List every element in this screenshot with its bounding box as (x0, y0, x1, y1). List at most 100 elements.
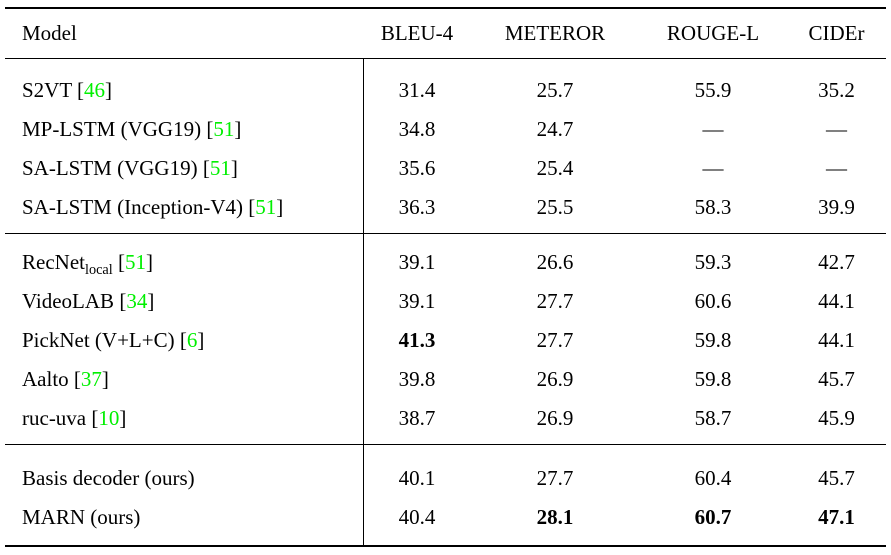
model-name: VideoLAB (22, 289, 115, 313)
table-row: MP-LSTM (VGG19) [51] 34.8 24.7 — — (5, 110, 886, 149)
citation-bracket-open: [ (119, 289, 127, 313)
citation-bracket-open: [ (91, 406, 99, 430)
metric-value: 39.9 (818, 195, 855, 219)
table-section-baselines: S2VT [46] 31.4 25.7 55.9 35.2 MP-LSTM (VGG19)… (5, 59, 886, 234)
citation-link[interactable]: 51 (255, 195, 277, 219)
citation-link[interactable]: 51 (213, 117, 235, 141)
table-row: SA-LSTM (VGG19) [51] 35.6 25.4 — — (5, 149, 886, 188)
citation-bracket-close: ] (234, 117, 242, 141)
table-row: Basis decoder (ours) 40.1 27.7 60.4 45.7 (5, 459, 886, 498)
table-row: MARN (ours) 40.4 28.1 60.7 47.1 (5, 498, 886, 537)
metric-value: 40.1 (398, 466, 436, 490)
metric-value: 26.6 (536, 250, 574, 274)
model-cell: PickNet (V+L+C) [6] (5, 328, 363, 353)
model-name-subscript: local (84, 262, 113, 275)
metric-value: 39.1 (398, 250, 436, 274)
model-name: SA-LSTM (Inception-V4) (22, 195, 244, 219)
metric-value: — (702, 156, 724, 180)
model-name: PickNet (V+L+C) (22, 328, 175, 352)
model-name: Aalto (22, 367, 69, 391)
table-row: VideoLAB [34] 39.1 27.7 60.6 44.1 (5, 282, 886, 321)
citation-bracket-close: ] (119, 406, 127, 430)
citation-bracket-open: [ (117, 250, 125, 274)
metric-value: 58.7 (694, 406, 732, 430)
citation-link[interactable]: 6 (186, 328, 198, 352)
metric-value: 34.8 (398, 117, 436, 141)
citation-bracket-open: [ (179, 328, 187, 352)
metric-value: 28.1 (536, 505, 574, 529)
column-divider-rule (363, 59, 364, 545)
citation-link[interactable]: 34 (126, 289, 148, 313)
metric-value: — (826, 156, 847, 180)
metric-value: — (702, 117, 724, 141)
metric-value: 38.7 (398, 406, 436, 430)
metric-value: 39.1 (398, 289, 436, 313)
citation-link[interactable]: 10 (98, 406, 120, 430)
results-table: Model BLEU-4 METEROR ROUGE-L CIDEr S2VT … (5, 7, 886, 547)
model-cell: VideoLAB [34] (5, 289, 363, 314)
model-cell: MARN (ours) (5, 505, 363, 530)
metric-value: 45.9 (818, 406, 855, 430)
table-section-ours: Basis decoder (ours) 40.1 27.7 60.4 45.7 MARN… (5, 445, 886, 545)
citation-bracket-close: ] (276, 195, 284, 219)
table-row: RecNetlocal [51] 39.1 26.6 59.3 42.7 (5, 243, 886, 282)
table-row: S2VT [46] 31.4 25.7 55.9 35.2 (5, 71, 886, 110)
model-cell: MP-LSTM (VGG19) [51] (5, 117, 363, 142)
metric-value: 25.4 (536, 156, 574, 180)
model-cell: SA-LSTM (VGG19) [51] (5, 156, 363, 181)
model-cell: Basis decoder (ours) (5, 466, 363, 491)
citation-bracket-close: ] (101, 367, 109, 391)
table-row: ruc-uva [10] 38.7 26.9 58.7 45.9 (5, 399, 886, 438)
metric-value: 59.8 (694, 328, 732, 352)
citation-bracket-close: ] (145, 250, 153, 274)
citation-bracket-close: ] (105, 78, 113, 102)
metric-value: 27.7 (536, 289, 574, 313)
metric-value: — (826, 117, 847, 141)
metric-value: 60.7 (694, 505, 732, 529)
metric-value: 58.3 (694, 195, 732, 219)
citation-bracket-open: [ (248, 195, 256, 219)
metric-value: 31.4 (398, 78, 436, 102)
metric-value: 45.7 (818, 367, 855, 391)
citation-link[interactable]: 46 (84, 78, 106, 102)
model-name: S2VT (22, 78, 72, 102)
metric-value: 44.1 (818, 289, 855, 313)
model-name: Basis decoder (ours) (22, 466, 195, 490)
model-cell: Aalto [37] (5, 367, 363, 392)
metric-value: 35.6 (398, 156, 436, 180)
citation-bracket-open: [ (202, 156, 210, 180)
metric-value: 25.5 (536, 195, 574, 219)
table-header-row: Model BLEU-4 METEROR ROUGE-L CIDEr (5, 9, 886, 59)
citation-bracket-open: [ (77, 78, 85, 102)
col-header-model: Model (22, 21, 77, 45)
model-name: MP-LSTM (VGG19) (22, 117, 202, 141)
model-cell: SA-LSTM (Inception-V4) [51] (5, 195, 363, 220)
metric-value: 26.9 (536, 367, 574, 391)
table-section-sota: RecNetlocal [51] 39.1 26.6 59.3 42.7 VideoLAB… (5, 234, 886, 445)
col-header-rougel: ROUGE-L (666, 21, 760, 45)
citation-bracket-close: ] (230, 156, 238, 180)
metric-value: 25.7 (536, 78, 574, 102)
metric-value: 35.2 (818, 78, 855, 102)
model-name: SA-LSTM (VGG19) (22, 156, 198, 180)
metric-value: 47.1 (818, 505, 855, 529)
metric-value: 59.3 (694, 250, 732, 274)
metric-value: 45.7 (818, 466, 855, 490)
citation-link[interactable]: 37 (80, 367, 102, 391)
model-cell: S2VT [46] (5, 78, 363, 103)
citation-bracket-open: [ (206, 117, 214, 141)
metric-value: 26.9 (536, 406, 574, 430)
metric-value: 40.4 (398, 505, 436, 529)
metric-value: 39.8 (398, 367, 436, 391)
model-cell: ruc-uva [10] (5, 406, 363, 431)
citation-bracket-close: ] (197, 328, 205, 352)
metric-value: 42.7 (818, 250, 855, 274)
metric-value: 24.7 (536, 117, 574, 141)
col-header-cider: CIDEr (808, 21, 865, 45)
citation-link[interactable]: 51 (124, 250, 146, 274)
citation-link[interactable]: 51 (209, 156, 231, 180)
metric-value: 60.6 (694, 289, 732, 313)
citation-bracket-open: [ (73, 367, 81, 391)
col-header-bleu4: BLEU-4 (380, 21, 454, 45)
table-row: PickNet (V+L+C) [6] 41.3 27.7 59.8 44.1 (5, 321, 886, 360)
